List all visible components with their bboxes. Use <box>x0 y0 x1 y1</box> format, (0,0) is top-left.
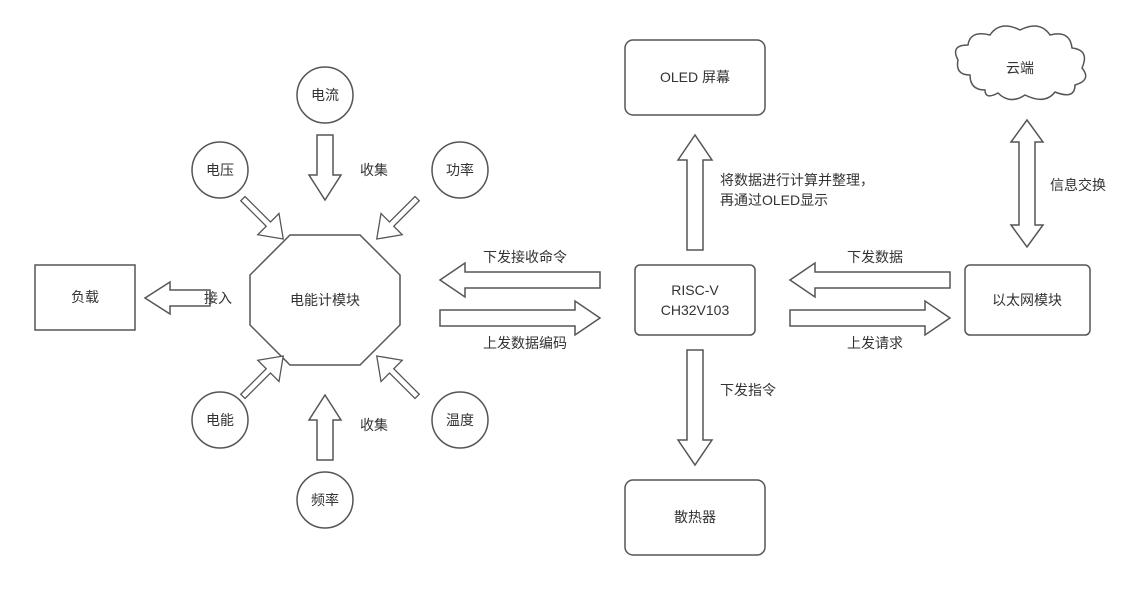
node-energy2-label: 电能 <box>206 412 234 428</box>
node-power-label: 功率 <box>446 162 474 178</box>
node-ethernet-label: 以太网模块 <box>992 292 1062 308</box>
label-collect-bot: 收集 <box>360 417 388 433</box>
arrow-temp <box>377 356 420 399</box>
node-temp-label: 温度 <box>446 412 474 428</box>
arrow-heat <box>678 350 712 465</box>
label-oled-2: 再通过OLED显示 <box>720 192 828 208</box>
node-riscv-line2: CH32V103 <box>661 302 730 318</box>
node-cloud-label: 云端 <box>1006 60 1034 76</box>
arrow-energy2 <box>241 356 284 399</box>
label-cloud: 信息交换 <box>1050 177 1106 193</box>
label-ethup: 上发请求 <box>847 335 903 351</box>
arrow-cmd <box>440 263 600 297</box>
arrow-access <box>145 282 210 314</box>
node-voltage-label: 电压 <box>206 162 234 178</box>
arrow-ethdown <box>790 263 950 297</box>
arrow-ethup <box>790 301 950 335</box>
system-diagram: 负载 电能计模块 电压 电流 功率 电能 频率 温度 OLED 屏幕 RISC-… <box>0 0 1131 601</box>
node-current-label: 电流 <box>311 87 339 103</box>
node-heatsink-label: 散热器 <box>674 509 716 525</box>
node-freq-label: 频率 <box>311 492 339 508</box>
node-oled-label: OLED 屏幕 <box>660 69 730 85</box>
label-heat: 下发指令 <box>720 382 776 398</box>
arrow-encode <box>440 301 600 335</box>
label-oled-1: 将数据进行计算并整理， <box>720 172 874 188</box>
label-encode: 上发数据编码 <box>483 335 567 351</box>
arrow-oled <box>678 135 712 250</box>
node-riscv <box>635 265 755 335</box>
node-load-label: 负载 <box>71 289 99 305</box>
arrow-cloud <box>1011 120 1043 247</box>
label-cmd: 下发接收命令 <box>483 249 567 265</box>
arrow-collect-top <box>309 135 341 200</box>
label-ethdown: 下发数据 <box>847 249 903 265</box>
label-collect-top: 收集 <box>360 162 388 178</box>
arrow-collect-bot <box>309 395 341 460</box>
node-energy-label: 电能计模块 <box>290 292 360 308</box>
arrow-power <box>377 197 420 240</box>
node-riscv-line1: RISC-V <box>671 282 719 298</box>
label-access: 接入 <box>204 290 232 306</box>
arrow-voltage <box>241 197 284 240</box>
